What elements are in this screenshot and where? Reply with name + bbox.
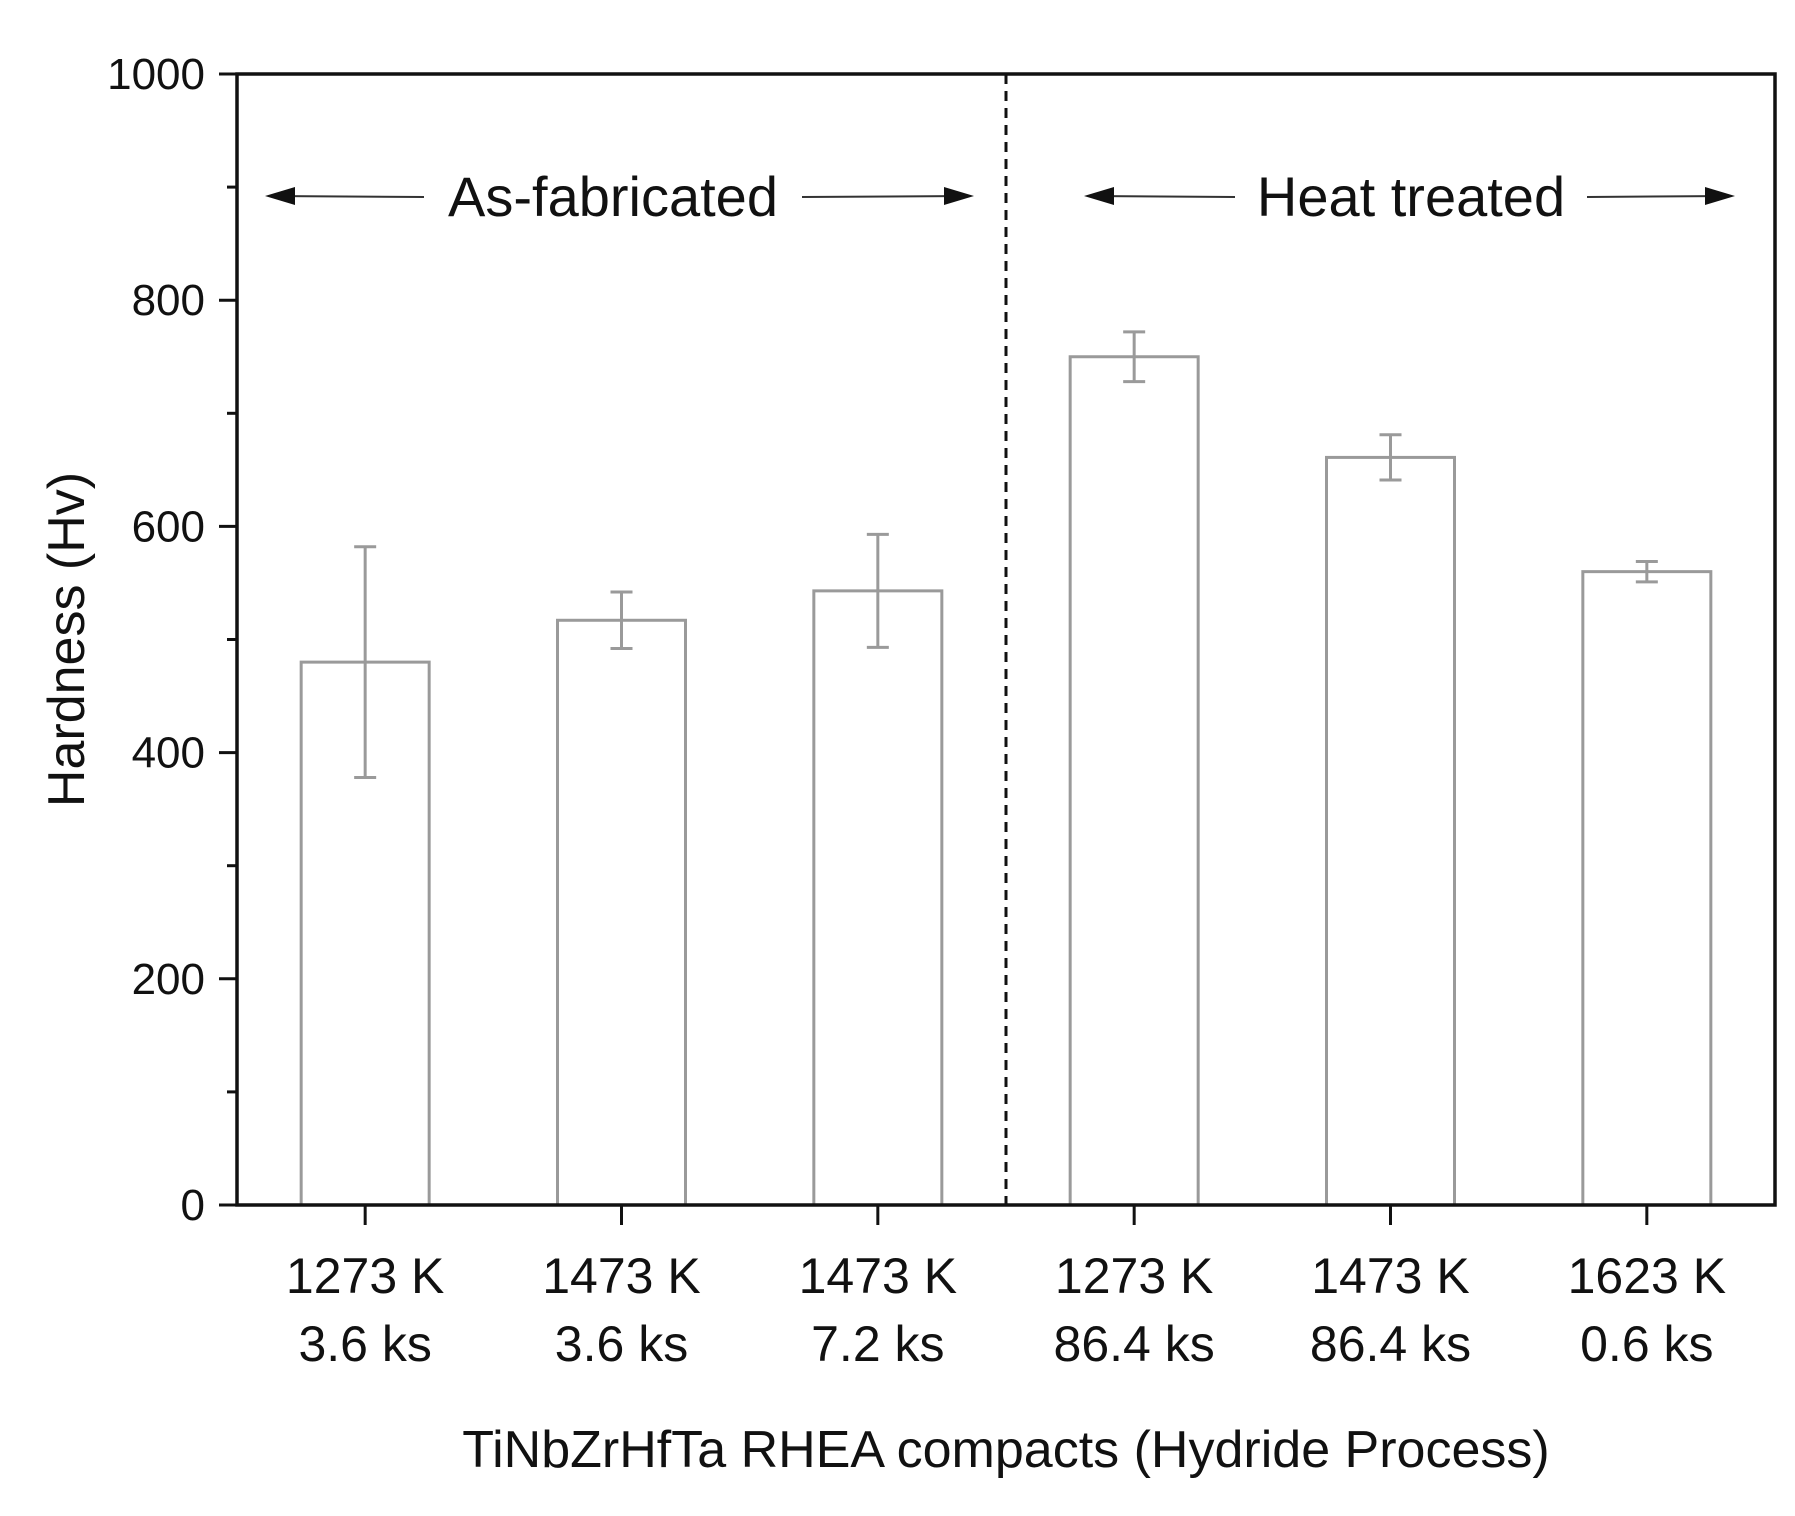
bar-3 xyxy=(1068,355,1200,1207)
x-category-label-3-line1: 1273 K xyxy=(1055,1248,1213,1304)
x-category-label-1-line1: 1473 K xyxy=(542,1248,700,1304)
x-category-label-4-line1: 1473 K xyxy=(1311,1248,1469,1304)
x-category-label-0-line1: 1273 K xyxy=(286,1248,444,1304)
x-category-label-5-line1: 1623 K xyxy=(1568,1248,1726,1304)
bar-4 xyxy=(1325,455,1456,1207)
y-tick-label-400: 400 xyxy=(132,729,205,778)
bar-2 xyxy=(812,589,944,1207)
y-tick-label-600: 600 xyxy=(132,502,205,551)
x-category-label-0-line2: 3.6 ks xyxy=(298,1316,431,1372)
region-arrow-right-line-0 xyxy=(801,195,970,198)
x-category-label-4-line2: 86.4 ks xyxy=(1310,1316,1471,1372)
region-arrow-left-head-0 xyxy=(265,187,295,205)
region-label-1: Heat treated xyxy=(1257,165,1565,228)
y-tick-label-0: 0 xyxy=(181,1181,205,1230)
y-axis-title: Hardness (Hv) xyxy=(38,472,96,807)
y-tick-label-200: 200 xyxy=(132,955,205,1004)
region-label-0: As-fabricated xyxy=(448,165,778,228)
region-arrow-right-head-1 xyxy=(1705,187,1735,205)
y-tick-label-800: 800 xyxy=(132,276,205,325)
x-category-label-1-line2: 3.6 ks xyxy=(555,1316,688,1372)
x-category-label-2-line2: 7.2 ks xyxy=(811,1316,944,1372)
region-arrow-right-head-0 xyxy=(944,187,974,205)
region-arrow-left-line-0 xyxy=(269,195,425,198)
region-arrow-left-head-1 xyxy=(1084,187,1114,205)
x-category-label-2-line1: 1473 K xyxy=(799,1248,957,1304)
bar-1 xyxy=(556,618,687,1207)
y-tick-label-1000: 1000 xyxy=(107,50,205,99)
x-category-label-5-line2: 0.6 ks xyxy=(1580,1316,1713,1372)
bar-5 xyxy=(1581,570,1713,1207)
x-category-label-3-line2: 86.4 ks xyxy=(1054,1316,1215,1372)
x-axis-title: TiNbZrHfTa RHEA compacts (Hydride Proces… xyxy=(462,1421,1549,1479)
